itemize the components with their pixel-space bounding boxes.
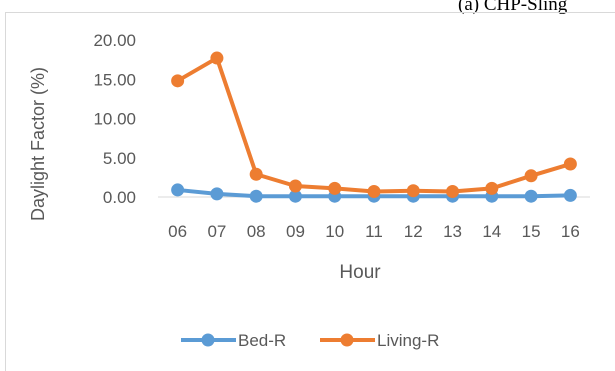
series-line: [175, 56, 573, 194]
chart-frame-left: [5, 12, 6, 371]
series-layer: [171, 51, 577, 203]
data-point: [249, 167, 263, 181]
data-point: [406, 184, 420, 198]
x-tick-label: 11: [365, 222, 383, 241]
y-tick-label: 20.00: [93, 31, 136, 50]
data-point: [524, 169, 538, 183]
data-point: [524, 189, 538, 203]
x-axis-label: Hour: [339, 262, 381, 283]
x-tick-label: 14: [482, 222, 501, 241]
data-point: [288, 179, 302, 193]
y-tick-label: 15.00: [93, 70, 136, 89]
data-point: [288, 189, 302, 203]
x-tick-label: 12: [404, 222, 423, 241]
figure-caption: (a) CHP-Sling: [458, 0, 568, 15]
series-living-r: [171, 51, 577, 199]
x-axis-ticks: 06 07 08 09 10 11 12 13 14 15 16: [168, 222, 580, 241]
y-tick-label: 0.00: [103, 188, 136, 207]
x-tick-label: 10: [325, 222, 344, 241]
x-tick-label: 06: [168, 222, 187, 241]
legend: Bed-R Living-R: [181, 331, 439, 350]
data-point: [328, 181, 342, 195]
x-tick-label: 13: [443, 222, 462, 241]
y-tick-label: 5.00: [103, 149, 136, 168]
y-tick-label: 10.00: [93, 110, 136, 129]
legend-item: Bed-R: [181, 331, 286, 350]
legend-label: Bed-R: [238, 331, 286, 350]
y-axis-label: Daylight Factor (%): [28, 67, 48, 221]
data-point: [210, 51, 224, 65]
data-point: [171, 183, 185, 197]
data-point: [485, 181, 499, 195]
x-tick-label: 15: [522, 222, 541, 241]
chart-frame-top: [5, 12, 615, 13]
data-point: [249, 189, 263, 203]
x-tick-label: 08: [247, 222, 266, 241]
data-point: [210, 187, 224, 201]
legend-marker: [201, 333, 215, 347]
data-point: [446, 185, 460, 199]
legend-label: Living-R: [377, 331, 439, 350]
y-axis-ticks: 0.00 5.00 10.00 15.00 20.00: [93, 31, 136, 207]
data-point: [367, 185, 381, 199]
x-tick-label: 09: [286, 222, 305, 241]
legend-item: Living-R: [320, 331, 439, 350]
data-point: [563, 188, 577, 202]
x-tick-label: 16: [561, 222, 580, 241]
x-tick-label: 07: [207, 222, 226, 241]
data-point: [171, 74, 185, 88]
data-point: [563, 157, 577, 171]
legend-marker: [340, 333, 354, 347]
